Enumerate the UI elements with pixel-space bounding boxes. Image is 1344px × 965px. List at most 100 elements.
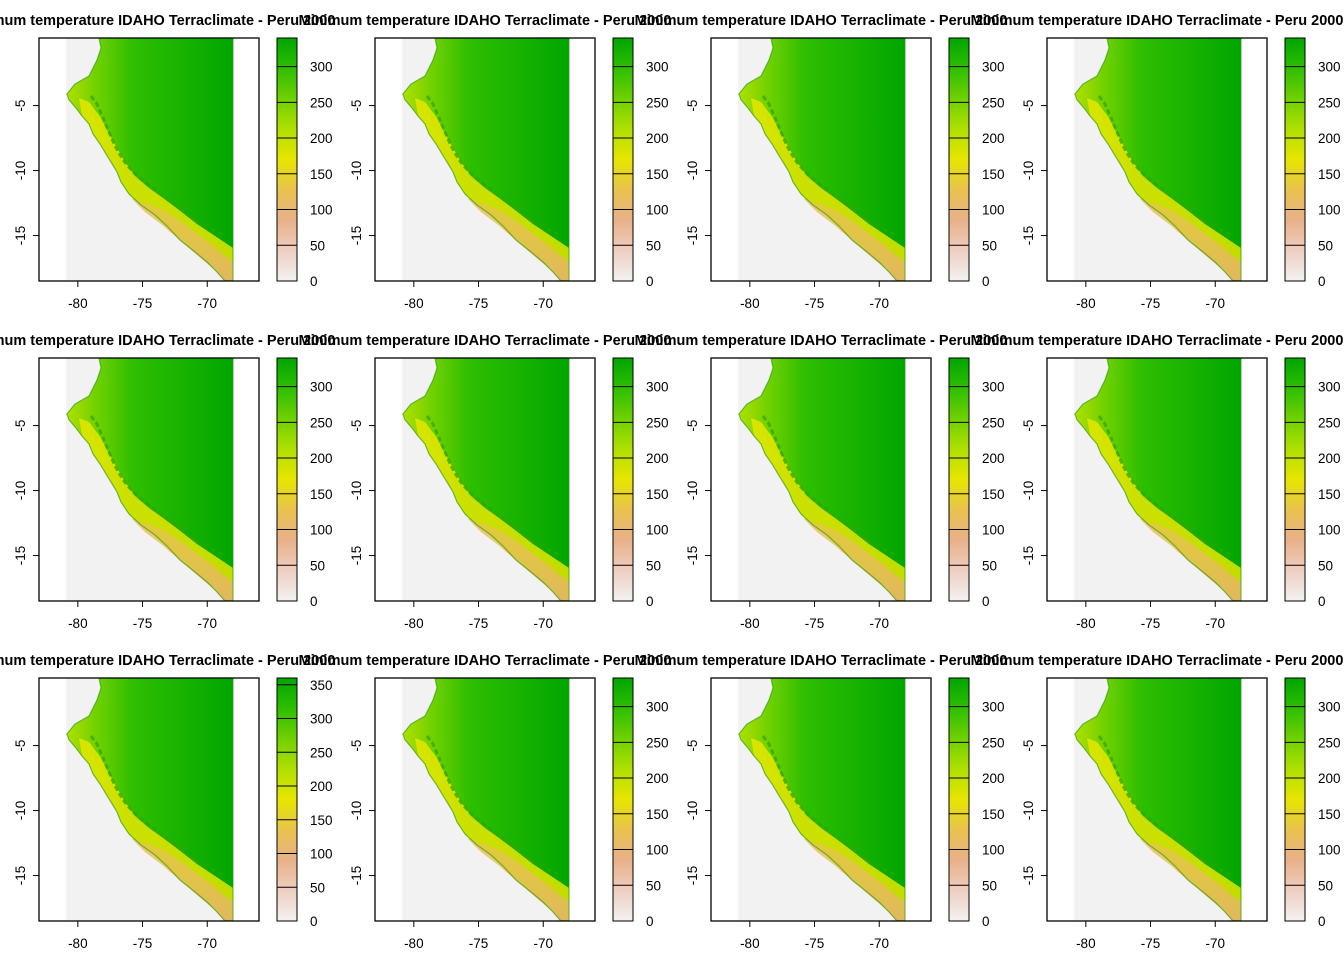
legend-tick-label: 0 (646, 914, 654, 929)
x-tick-label: -70 (533, 296, 553, 311)
x-tick-label: -80 (68, 296, 88, 311)
plot-frame (1046, 357, 1268, 602)
coast-line (402, 678, 570, 921)
altiplano-zone (1139, 838, 1241, 921)
legend-tick-label: 100 (646, 523, 669, 538)
valley-line (1097, 95, 1234, 238)
x-tick-label: -70 (869, 936, 889, 951)
valley-line (1097, 735, 1234, 878)
y-tick-label: -5 (1021, 420, 1036, 432)
legend-tick-label: 0 (1318, 594, 1326, 609)
y-tick-label: -15 (349, 546, 364, 566)
legend-tick-label: 50 (646, 238, 661, 253)
y-tick-label: -10 (1021, 481, 1036, 501)
altiplano-zone (467, 838, 569, 921)
legend-tick-label: 0 (1318, 274, 1326, 289)
coast-line (402, 38, 570, 281)
y-tick-label: -15 (1021, 866, 1036, 886)
legend-tick-label: 300 (310, 60, 333, 75)
altiplano-zone (467, 198, 569, 281)
x-tick-label: -70 (197, 616, 217, 631)
x-tick-label: -70 (1205, 616, 1225, 631)
legend-colorbar: 0 50 100 150 200 250 300 350 (276, 677, 333, 929)
legend-tick-label: 100 (1318, 203, 1341, 218)
x-tick-label: -80 (740, 296, 760, 311)
raster (402, 678, 570, 921)
legend-tick-label: 300 (1318, 60, 1341, 75)
plot-frame (710, 37, 932, 282)
x-tick-label: -80 (1076, 296, 1096, 311)
legend-tick-label: 0 (310, 274, 318, 289)
legend-tick-label: 150 (310, 813, 333, 828)
plot-frame (374, 37, 596, 282)
legend-tick-label: 200 (1318, 771, 1341, 786)
y-tick-label: -15 (1021, 546, 1036, 566)
legend-tick-label: 250 (646, 415, 669, 430)
legend-tick-label: 200 (310, 451, 333, 466)
y-tick-label: -5 (685, 420, 700, 432)
y-tick-label: -15 (349, 866, 364, 886)
coast-line (66, 38, 234, 281)
legend-tick-label: 250 (982, 735, 1005, 750)
plot-frame (38, 37, 260, 282)
coast-line (66, 358, 234, 601)
y-tick-label: -10 (13, 801, 28, 821)
legend-tick-label: 0 (1318, 914, 1326, 929)
legend-tick-label: 150 (310, 487, 333, 502)
panel-title: Minimum temperature IDAHO Terraclimate -… (0, 653, 335, 669)
legend-tick-label: 350 (310, 678, 333, 693)
legend-ramp (1285, 38, 1305, 281)
panel-title: Minimum temperature IDAHO Terraclimate -… (971, 653, 1344, 669)
legend-ramp (949, 38, 969, 281)
y-tick-label: -15 (349, 226, 364, 246)
y-tick-label: -15 (13, 226, 28, 246)
legend-tick-label: 150 (982, 807, 1005, 822)
x-tick-label: -75 (805, 936, 825, 951)
panel-title: Minimum temperature IDAHO Terraclimate -… (0, 13, 335, 29)
map-panel: Minimum temperature IDAHO Terraclimate -… (971, 653, 1344, 951)
y-tick-label: -5 (13, 740, 28, 752)
raster (1074, 38, 1242, 281)
legend-tick-label: 200 (982, 771, 1005, 786)
legend-colorbar: 0 50 100 150 200 250 300 (948, 677, 1005, 929)
legend-tick-label: 250 (982, 95, 1005, 110)
y-tick-label: -10 (685, 161, 700, 181)
x-tick-label: -80 (1076, 616, 1096, 631)
x-tick-label: -80 (740, 936, 760, 951)
raster (402, 38, 570, 281)
legend-colorbar: 0 50 100 150 200 250 300 (1284, 37, 1341, 289)
legend-tick-label: 150 (1318, 487, 1341, 502)
raster (738, 358, 906, 601)
x-tick-label: -70 (1205, 296, 1225, 311)
legend-tick-label: 250 (310, 745, 333, 760)
legend-tick-label: 150 (1318, 807, 1341, 822)
legend-tick-label: 200 (1318, 131, 1341, 146)
x-tick-label: -70 (533, 616, 553, 631)
valley-line (425, 415, 562, 558)
x-tick-label: -70 (1205, 936, 1225, 951)
legend-tick-label: 50 (1318, 558, 1333, 573)
legend-ramp (613, 358, 633, 601)
legend-tick-label: 50 (646, 558, 661, 573)
panel-title: Minimum temperature IDAHO Terraclimate -… (299, 333, 672, 349)
legend-tick-label: 250 (1318, 415, 1341, 430)
x-tick-label: -70 (869, 296, 889, 311)
y-tick-label: -5 (685, 740, 700, 752)
legend-tick-label: 50 (982, 878, 997, 893)
x-tick-label: -75 (469, 936, 489, 951)
map-panel: Minimum temperature IDAHO Terraclimate -… (635, 333, 1008, 631)
legend-colorbar: 0 50 100 150 200 250 300 (276, 37, 333, 289)
legend-tick-label: 150 (646, 487, 669, 502)
coast-line (738, 678, 906, 921)
legend-tick-label: 0 (982, 274, 990, 289)
legend-tick-label: 200 (646, 451, 669, 466)
coast-line (402, 358, 570, 601)
legend-tick-label: 200 (1318, 451, 1341, 466)
y-tick-label: -15 (13, 866, 28, 886)
legend-tick-label: 300 (982, 700, 1005, 715)
legend-tick-label: 100 (982, 843, 1005, 858)
altiplano-zone (467, 518, 569, 601)
legend-colorbar: 0 50 100 150 200 250 300 (276, 357, 333, 609)
legend-tick-label: 200 (646, 131, 669, 146)
